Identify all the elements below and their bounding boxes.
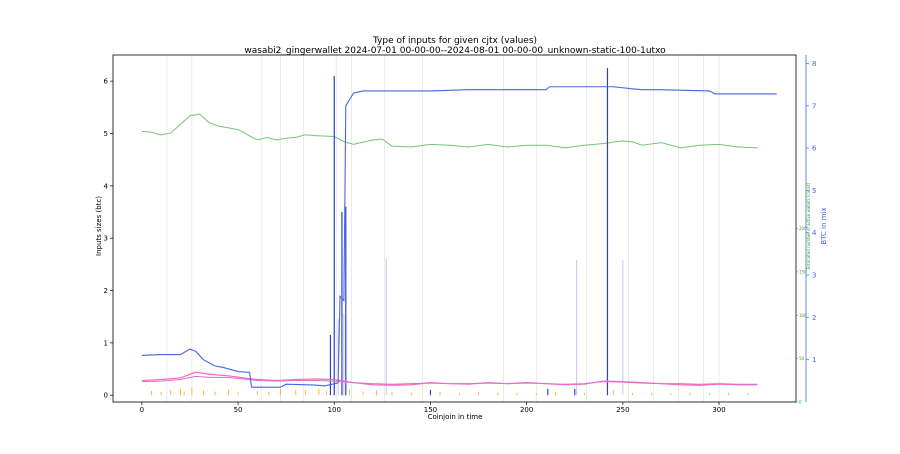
blue-tick-label: 7 [812,102,816,110]
grid-layer [166,55,720,402]
chart-subtitle: wasabi2_gingerwallet 2024-07-01 00-00-00… [244,46,666,56]
x-tick-label: 100 [328,406,341,414]
active-wallets-line [141,113,758,149]
y-tick-label: 0 [104,392,108,400]
right-green-axis-label: Estimated number of active wallets (coun… [806,182,811,269]
y-axis-label: Inputs sizes (btc) [95,196,103,256]
y-tick-label: 6 [104,78,109,86]
blue-tick-label: 2 [812,314,816,322]
x-tick-label: 0 [140,406,144,414]
blue-tick-label: 1 [812,356,816,364]
green-tick-label: 150 [799,269,807,274]
chart-title: Type of inputs for given cjtx (values) [372,36,537,46]
btc-in-mix-line [141,86,777,388]
green-tick-label: 50 [799,356,805,361]
spike-layer [151,68,749,396]
line-layer [141,86,777,388]
y-tick-label: 4 [104,182,109,190]
y-tick-label: 3 [104,235,108,243]
blue-tick-label: 4 [812,229,817,237]
x-tick-label: 50 [234,406,243,414]
plot-frame [112,54,797,403]
right-blue-axis-label: BTC in mix [820,207,828,244]
green-tick-label: 100 [799,313,807,318]
blue-tick-label: 5 [812,187,816,195]
y-tick-label: 2 [104,287,108,295]
x-tick-label: 300 [712,406,725,414]
x-tick-label: 200 [520,406,533,414]
y-tick-label: 1 [104,339,108,347]
axes-layer: 0 50 100 150 200 250 300 0 1 2 3 4 5 6 0 50 100 150 200 1 2 3… [104,54,817,414]
green-tick-label: 0 [799,400,802,405]
blue-tick-label: 8 [812,60,816,68]
green-tick-label: 200 [799,226,807,231]
x-tick-label: 250 [616,406,629,414]
x-tick-label: 150 [424,406,437,414]
x-axis-label: Coinjoin in time [428,413,483,421]
blue-tick-label: 6 [812,145,817,153]
blue-tick-label: 3 [812,272,816,280]
remixed-inputs-line [141,375,758,385]
active-wallets-layer [141,113,758,149]
y-tick-label: 5 [104,130,108,138]
